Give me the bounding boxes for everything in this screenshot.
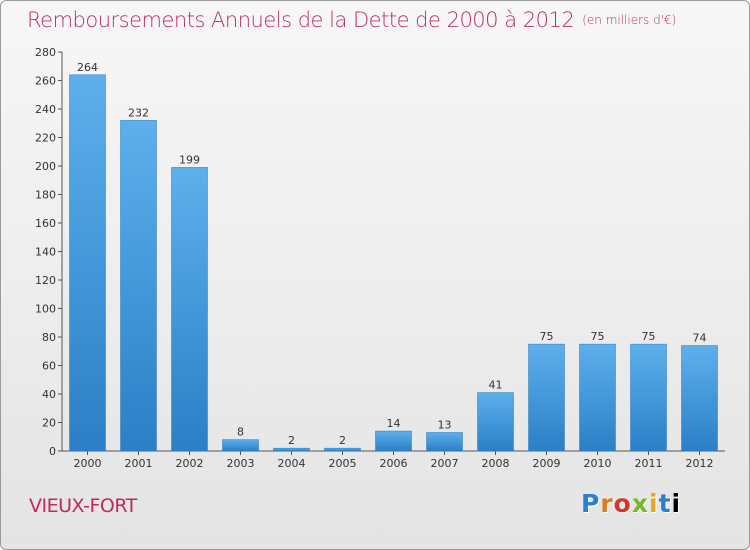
- y-tick-label: 60: [42, 360, 56, 373]
- y-tick-label: 100: [35, 303, 56, 316]
- y-tick-label: 280: [35, 46, 56, 59]
- value-label-2011: 75: [642, 330, 656, 343]
- logo-letter: r: [600, 489, 614, 518]
- chart-title: Remboursements Annuels de la Dette de 20…: [27, 8, 676, 32]
- x-tick-label: 2011: [635, 457, 663, 470]
- x-tick-label: 2002: [176, 457, 204, 470]
- bar-2006: [375, 430, 412, 452]
- bar-2001: [120, 120, 157, 452]
- y-tick-label: 120: [35, 274, 56, 287]
- value-label-2009: 75: [540, 330, 554, 343]
- bar-2009: [528, 343, 565, 452]
- y-tick-label: 0: [49, 445, 56, 458]
- x-tick-label: 2008: [482, 457, 510, 470]
- bar-2005: [324, 447, 361, 452]
- chart-title-text: Remboursements Annuels de la Dette de 20…: [27, 8, 575, 32]
- y-tick-label: 260: [35, 75, 56, 88]
- bar-2008: [477, 392, 514, 452]
- x-tick-label: 2006: [380, 457, 408, 470]
- bar-2010: [579, 343, 616, 452]
- value-label-2007: 13: [438, 418, 452, 431]
- x-tick-label: 2000: [74, 457, 102, 470]
- y-tick-label: 200: [35, 160, 56, 173]
- y-tick-label: 160: [35, 217, 56, 230]
- bar-2004: [273, 447, 310, 452]
- chart-axes: 0 20 40 60 80 100 120 140 160 180 200 220 240 260 280 2…: [35, 46, 725, 470]
- x-tick-label: 2007: [431, 457, 459, 470]
- x-tick-label: 2010: [584, 457, 612, 470]
- chart-unit: (en milliers d'€): [582, 13, 677, 27]
- logo-letter: o: [613, 489, 632, 518]
- x-tick-label: 2009: [533, 457, 561, 470]
- y-tick-label: 80: [42, 331, 56, 344]
- y-tick-label: 20: [42, 417, 56, 430]
- chart-value-labels: 264 232 199 8 2 2 14 13 41 75 75 75 74: [77, 61, 707, 447]
- proxiti-logo[interactable]: Proxiti: [581, 489, 681, 518]
- logo-letter: i: [671, 489, 682, 518]
- y-tick-label: 40: [42, 388, 56, 401]
- y-tick-label: 240: [35, 103, 56, 116]
- chart-bars: [69, 74, 718, 452]
- value-label-2004: 2: [288, 434, 295, 447]
- y-tick-label: 220: [35, 132, 56, 145]
- x-tick-label: 2001: [125, 457, 153, 470]
- x-tick-label: 2004: [278, 457, 306, 470]
- value-label-2006: 14: [387, 417, 401, 430]
- bar-2007: [426, 432, 463, 452]
- value-label-2003: 8: [237, 426, 244, 439]
- value-label-2008: 41: [489, 379, 503, 392]
- logo-letter: t: [658, 489, 672, 518]
- bar-2012: [681, 345, 718, 452]
- bar-2003: [222, 439, 259, 452]
- x-tick-label: 2003: [227, 457, 255, 470]
- value-label-2002: 199: [179, 153, 200, 166]
- value-label-2001: 232: [128, 106, 149, 119]
- commune-name: VIEUX-FORT: [29, 495, 137, 517]
- x-tick-label: 2005: [329, 457, 357, 470]
- logo-letter: i: [649, 489, 659, 518]
- y-tick-label: 140: [35, 246, 56, 259]
- value-label-2000: 264: [77, 61, 98, 74]
- bar-2002: [171, 167, 208, 452]
- logo-letter: P: [581, 489, 601, 518]
- logo-letter: x: [631, 489, 649, 518]
- bar-2011: [630, 343, 667, 452]
- x-tick-label: 2012: [686, 457, 714, 470]
- value-label-2010: 75: [591, 330, 605, 343]
- bar-2000: [69, 74, 106, 452]
- value-label-2005: 2: [339, 434, 346, 447]
- y-tick-label: 180: [35, 189, 56, 202]
- value-label-2012: 74: [693, 332, 707, 345]
